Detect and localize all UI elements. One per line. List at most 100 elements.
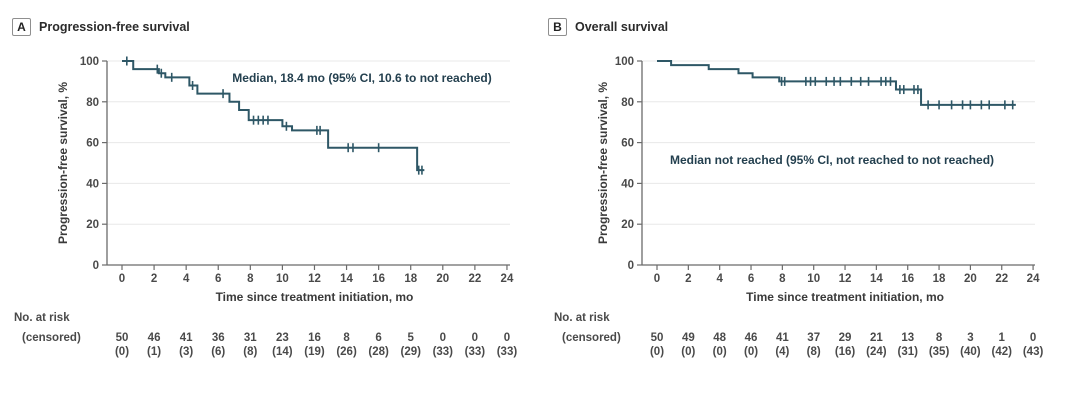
x-tick-label: 24: [1027, 273, 1040, 285]
median-annotation: Median, 18.4 mo (95% CI, 10.6 to not rea…: [232, 71, 491, 85]
at-risk-count: 0: [1030, 332, 1036, 344]
at-risk-count: 31: [244, 332, 257, 344]
censored-count: (19): [304, 346, 325, 358]
at-risk-count: 46: [148, 332, 161, 344]
censored-count: (29): [400, 346, 421, 358]
x-tick-label: 22: [995, 273, 1008, 285]
censored-count: (35): [929, 346, 950, 358]
risk-row-label: No. at risk: [554, 312, 610, 324]
at-risk-count: 41: [776, 332, 789, 344]
censored-count: (33): [465, 346, 486, 358]
panel-progression-free-survival: A Progression-free survival 0 20 40 60 80 100…: [12, 18, 518, 358]
at-risk-count: 5: [408, 332, 415, 344]
x-tick-label: 18: [404, 273, 417, 285]
at-risk-count: 0: [472, 332, 478, 344]
censored-count: (8): [243, 346, 257, 358]
censored-count: (3): [179, 346, 193, 358]
x-tick-label: 18: [933, 273, 946, 285]
x-tick-label: 4: [183, 273, 190, 285]
censored-count: (16): [835, 346, 856, 358]
at-risk-count: 50: [116, 332, 129, 344]
panel-a-header: A Progression-free survival: [12, 18, 190, 36]
at-risk-count: 46: [745, 332, 758, 344]
x-tick-label: 0: [654, 273, 660, 285]
y-tick-label: 100: [615, 56, 634, 68]
panel-b-title: Overall survival: [575, 20, 669, 34]
censored-count: (1): [147, 346, 161, 358]
risk-censored-label: (censored): [22, 332, 81, 344]
y-tick-label: 40: [621, 178, 634, 190]
x-axis-title: Time since treatment initiation, mo: [746, 290, 944, 304]
censored-count: (42): [992, 346, 1013, 358]
at-risk-count: 41: [180, 332, 193, 344]
at-risk-count: 49: [682, 332, 695, 344]
censored-count: (33): [497, 346, 518, 358]
x-tick-label: 22: [468, 273, 481, 285]
x-tick-label: 0: [119, 273, 125, 285]
at-risk-count: 0: [440, 332, 446, 344]
x-tick-label: 14: [340, 273, 353, 285]
at-risk-count: 16: [308, 332, 321, 344]
at-risk-count: 29: [839, 332, 852, 344]
x-tick-label: 2: [685, 273, 691, 285]
x-tick-label: 10: [807, 273, 820, 285]
y-tick-label: 0: [93, 260, 99, 272]
censored-count: (26): [336, 346, 357, 358]
censored-count: (4): [775, 346, 789, 358]
panel-b-label-box: B: [548, 18, 567, 36]
at-risk-count: 3: [967, 332, 973, 344]
y-axis-title: Progression-free survival, %: [56, 82, 70, 244]
at-risk-count: 0: [504, 332, 510, 344]
y-tick-label: 100: [80, 56, 99, 68]
at-risk-count: 8: [343, 332, 350, 344]
x-tick-label: 14: [870, 273, 883, 285]
at-risk-count: 37: [807, 332, 820, 344]
y-tick-label: 60: [621, 138, 634, 150]
x-tick-label: 8: [247, 273, 254, 285]
at-risk-count: 23: [276, 332, 289, 344]
censored-count: (31): [897, 346, 918, 358]
censored-count: (43): [1023, 346, 1044, 358]
censored-count: (0): [681, 346, 695, 358]
at-risk-count: 1: [999, 332, 1006, 344]
y-axis-title: Progression-free survival, %: [596, 82, 610, 244]
y-tick-label: 0: [628, 260, 634, 272]
censored-count: (8): [807, 346, 821, 358]
x-tick-label: 16: [372, 273, 385, 285]
x-tick-label: 8: [779, 273, 786, 285]
y-tick-label: 80: [86, 97, 99, 109]
y-tick-label: 20: [621, 219, 634, 231]
x-tick-label: 12: [308, 273, 321, 285]
y-tick-label: 40: [86, 178, 99, 190]
km-step-curve: [657, 60, 1016, 106]
x-tick-label: 10: [276, 273, 289, 285]
at-risk-count: 6: [375, 332, 381, 344]
censored-count: (0): [713, 346, 727, 358]
x-tick-label: 24: [501, 273, 514, 285]
x-axis-title: Time since treatment initiation, mo: [216, 290, 414, 304]
panel-overall-survival: B Overall survival 0 20 40 60 80 100 0 2 4 6 8 10 12…: [540, 0, 1080, 400]
at-risk-count: 8: [936, 332, 943, 344]
at-risk-count: 48: [713, 332, 726, 344]
panel-a-label-box: A: [12, 18, 31, 36]
risk-row-label: No. at risk: [14, 312, 70, 324]
censored-count: (6): [211, 346, 225, 358]
y-tick-label: 80: [621, 97, 634, 109]
panel-b-header: B Overall survival: [548, 18, 668, 36]
censored-count: (0): [744, 346, 758, 358]
y-tick-label: 60: [86, 138, 99, 150]
x-tick-label: 16: [901, 273, 914, 285]
x-tick-label: 6: [748, 273, 754, 285]
km-step-curve: [122, 60, 425, 172]
y-tick-label: 20: [86, 219, 99, 231]
censored-count: (14): [272, 346, 293, 358]
censored-count: (33): [433, 346, 454, 358]
censored-count: (0): [650, 346, 664, 358]
x-tick-label: 2: [151, 273, 157, 285]
risk-censored-label: (censored): [562, 332, 621, 344]
x-tick-label: 4: [716, 273, 723, 285]
x-tick-label: 20: [964, 273, 977, 285]
x-tick-label: 12: [839, 273, 852, 285]
